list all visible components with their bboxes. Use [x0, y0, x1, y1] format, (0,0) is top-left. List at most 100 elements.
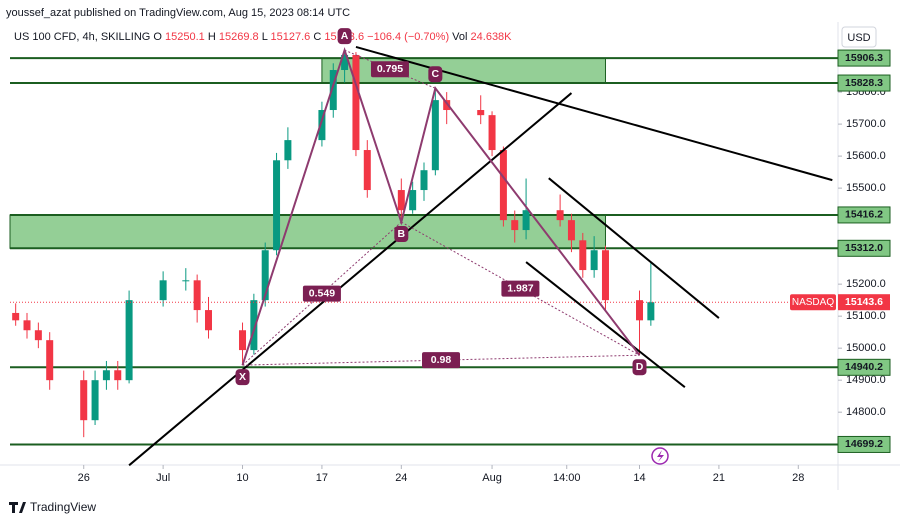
pattern-point-box: [235, 369, 250, 386]
volume-key: Vol: [452, 31, 467, 43]
candle-body: [420, 170, 428, 191]
candle-body: [159, 280, 167, 301]
candle-body: [239, 330, 247, 351]
candle-body: [363, 150, 371, 191]
y-tick-label: 15700.0: [846, 118, 886, 130]
x-tick-label: Aug: [482, 472, 502, 484]
candle-body: [567, 220, 575, 241]
pattern-point-label: B: [398, 228, 406, 240]
candle-body: [34, 330, 42, 341]
x-tick-label: 10: [236, 472, 248, 484]
ratio-label: 0.795: [377, 63, 403, 75]
candle-body: [12, 312, 20, 321]
level-label-box: [837, 74, 891, 92]
legend-key: L: [262, 31, 268, 43]
legend-change: −106.4 (−0.70%): [367, 31, 449, 43]
logo-text: TradingView: [30, 500, 96, 514]
pattern-point-label: A: [341, 30, 349, 42]
trendline: [548, 177, 720, 319]
ratio-label: 0.98: [431, 354, 452, 366]
x-tick-label: 26: [78, 472, 90, 484]
exchange-label: NASDAQ: [792, 297, 834, 308]
x-tick-label: 21: [713, 472, 725, 484]
candle-body: [443, 100, 451, 111]
candle-body: [409, 190, 417, 211]
candle-body: [499, 150, 507, 221]
pattern-point-label: D: [636, 361, 644, 373]
current-price-label: 15143.6: [845, 296, 883, 308]
y-tick-label: 15600.0: [846, 150, 886, 162]
level-label-box: [837, 358, 891, 376]
zone: [321, 57, 606, 84]
zone: [9, 214, 606, 249]
trendline: [525, 261, 686, 389]
candle-body: [397, 190, 405, 211]
level-label-box: [837, 206, 891, 224]
currency[interactable]: USD: [847, 32, 870, 44]
x-tick-label: 14: [633, 472, 645, 484]
candle-body: [488, 115, 496, 151]
candle-body: [329, 70, 337, 111]
level-label: 15312.0: [845, 242, 883, 254]
candle-body: [284, 140, 292, 161]
x-tick-label: 17: [316, 472, 328, 484]
symbol: US 100 CFD, 4h, SKILLING: [14, 31, 150, 43]
legend-value: 15269.8: [219, 31, 259, 43]
candle-body: [318, 110, 326, 141]
pattern-point-box: [394, 226, 409, 243]
logo-mark: [9, 502, 26, 513]
currency-box[interactable]: [841, 26, 877, 48]
level-label-box: [837, 49, 891, 67]
candle-body: [102, 370, 110, 381]
legend-key: C: [313, 31, 321, 43]
legend-key: H: [208, 31, 216, 43]
exchange-box: [790, 294, 836, 311]
level-label: 15828.3: [845, 77, 883, 89]
candle-body: [590, 250, 598, 271]
x-tick-label: 24: [395, 472, 407, 484]
candle-body: [114, 370, 122, 381]
candle-body: [477, 110, 485, 116]
candle-body: [193, 280, 201, 311]
x-tick-label: 14:00: [553, 472, 581, 484]
legend-value: 15127.6: [270, 31, 310, 43]
legend: US 100 CFD, 4h, SKILLING O 15250.1 H 152…: [14, 31, 512, 43]
trendline: [128, 92, 573, 467]
pattern-point-label: X: [239, 371, 246, 383]
ratio-box: [501, 280, 540, 297]
ratio-label: 1.987: [507, 282, 533, 294]
y-tick-label: 14800.0: [846, 406, 886, 418]
candle-body: [80, 380, 88, 421]
ratio-box: [422, 352, 461, 369]
candle-body: [431, 100, 439, 171]
y-tick-label: 15000.0: [846, 342, 886, 354]
lightning-icon[interactable]: [651, 447, 669, 465]
candle-body: [91, 380, 99, 421]
level-label-box: [837, 435, 891, 453]
ratio-box: [370, 61, 409, 78]
ratio-label: 0.549: [309, 287, 335, 299]
x-tick-label: 28: [792, 472, 804, 484]
level-label: 14940.2: [845, 361, 883, 373]
pattern-point-box: [337, 28, 352, 45]
candle-body: [182, 280, 190, 282]
y-tick-label: 15200.0: [846, 278, 886, 290]
candle-body: [636, 300, 644, 321]
candle-body: [647, 302, 655, 321]
y-tick-label: 15500.0: [846, 182, 886, 194]
candle-body: [341, 54, 349, 71]
level-label: 14699.2: [845, 438, 883, 450]
y-tick-label: 15100.0: [846, 310, 886, 322]
legend-key: O: [153, 31, 162, 43]
candle-body: [601, 250, 609, 301]
pattern-point-box: [428, 66, 443, 83]
candle-body: [23, 320, 31, 331]
volume-value: 24.638K: [471, 31, 513, 43]
x-tick-label: Jul: [156, 472, 170, 484]
pattern-point-box: [632, 359, 647, 376]
candle-body: [204, 310, 212, 331]
level-label: 15416.2: [845, 209, 883, 221]
candle-body: [250, 300, 258, 351]
